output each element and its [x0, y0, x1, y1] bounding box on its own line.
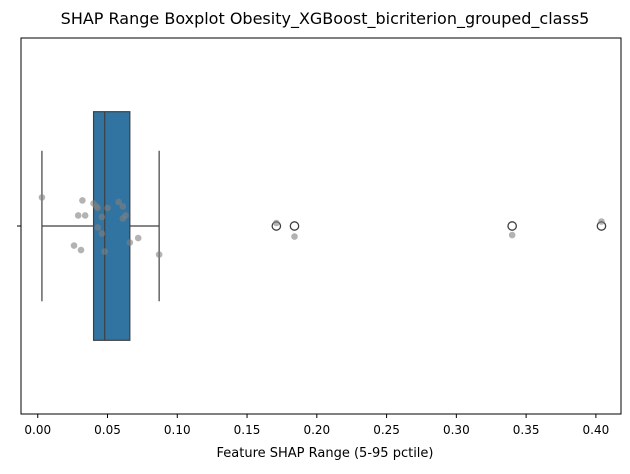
strip-point — [79, 197, 86, 204]
strip-point — [508, 231, 516, 239]
strip-point — [81, 212, 89, 219]
strip-point — [94, 224, 102, 231]
x-tick-label: 0.10 — [164, 423, 191, 437]
strip-point — [134, 234, 142, 242]
x-tick-label: 0.00 — [24, 423, 51, 437]
strip-point — [126, 239, 134, 246]
chart-title: SHAP Range Boxplot Obesity_XGBoost_bicri… — [61, 9, 590, 29]
strip-point — [598, 218, 605, 225]
x-tick-label: 0.35 — [513, 423, 540, 437]
strip-point — [291, 233, 298, 240]
outlier-point — [507, 221, 518, 231]
strip-point — [70, 242, 78, 249]
strip-point — [119, 215, 127, 222]
x-tick-label: 0.25 — [373, 423, 400, 437]
strip-point — [74, 212, 82, 219]
x-tick-label: 0.30 — [443, 423, 470, 437]
strip-point — [273, 219, 280, 227]
x-tick-label: 0.40 — [583, 423, 610, 437]
strip-point — [101, 248, 109, 255]
outlier-point — [289, 221, 300, 231]
strip-point — [98, 230, 106, 237]
strip-point — [93, 203, 100, 210]
x-tick-label: 0.20 — [303, 423, 330, 437]
strip-point — [98, 213, 106, 221]
x-tick-label: 0.15 — [234, 423, 261, 437]
strip-point — [104, 204, 111, 212]
box-iqr — [92, 111, 131, 341]
strip-point — [155, 251, 163, 258]
strip-point — [38, 194, 46, 201]
strip-point — [119, 203, 127, 210]
strip-point — [115, 198, 122, 206]
x-axis-label: Feature SHAP Range (5-95 pctile) — [217, 446, 434, 461]
x-tick-label: 0.05 — [94, 423, 121, 437]
strip-point — [77, 246, 85, 254]
